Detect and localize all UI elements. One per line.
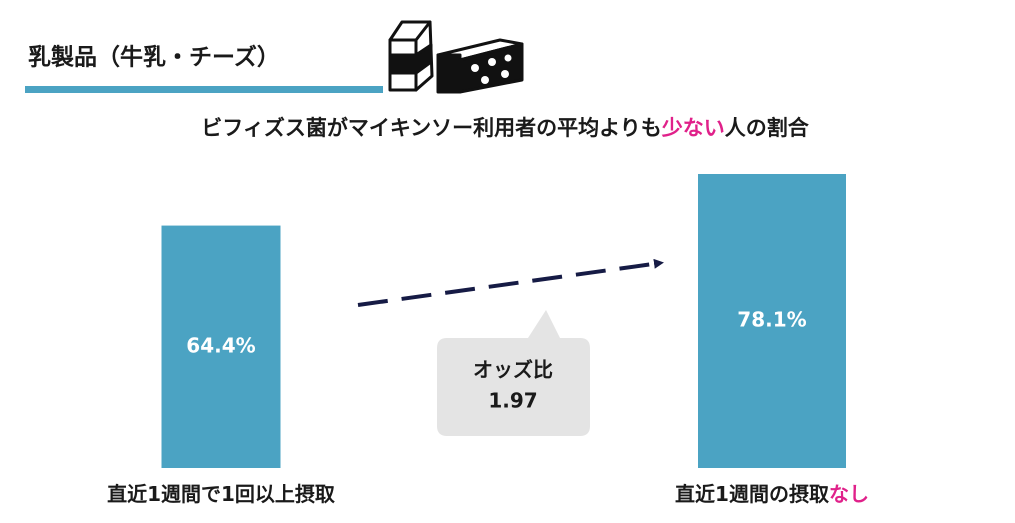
x-tick-label-part: 直近1週間で1回以上摂取 bbox=[107, 482, 335, 506]
annotation-value: 1.97 bbox=[488, 389, 537, 413]
milk-icon bbox=[388, 20, 434, 92]
subtitle-part: 少ない bbox=[661, 116, 725, 140]
value-label: 78.1% bbox=[737, 308, 806, 332]
trend-arrow bbox=[357, 258, 664, 307]
x-tick-label: 直近1週間の摂取なし bbox=[675, 482, 869, 506]
x-tick-label-part: なし bbox=[829, 482, 869, 506]
bar bbox=[161, 225, 281, 468]
subtitle-part: ビフィズス菌がマイキンソー利用者の平均よりも bbox=[201, 116, 662, 140]
value-label: 64.4% bbox=[186, 333, 255, 357]
subtitle: ビフィズス菌がマイキンソー利用者の平均よりも少ない人の割合 bbox=[201, 116, 810, 140]
bar bbox=[698, 174, 846, 468]
x-tick-label: 直近1週間で1回以上摂取 bbox=[107, 482, 335, 506]
chart-title: 乳製品（牛乳・チーズ） bbox=[28, 44, 280, 71]
x-tick-label-part: 直近1週間の摂取 bbox=[675, 482, 829, 506]
cheese-icon bbox=[436, 38, 524, 94]
subtitle-part: 人の割合 bbox=[725, 116, 810, 140]
annotation-label: オッズ比 bbox=[473, 358, 553, 382]
title-underline bbox=[25, 86, 383, 93]
callout bbox=[437, 310, 590, 436]
